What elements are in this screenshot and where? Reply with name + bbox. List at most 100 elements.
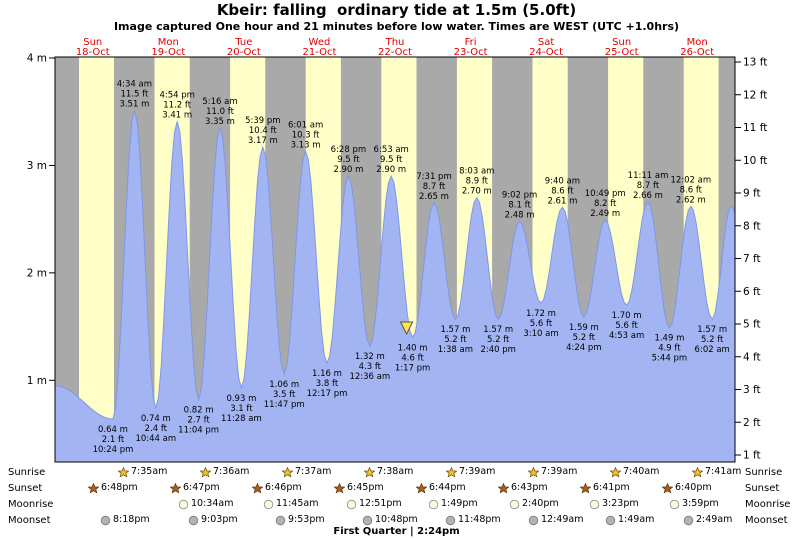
- moonset-entry: 12:49am: [528, 514, 583, 526]
- high-tide-annotation: 11.2 ft: [163, 100, 191, 110]
- sunrise-time: 7:36am: [213, 466, 250, 477]
- moonrise-time: 10:34am: [191, 498, 234, 509]
- sunrise-time: 7:37am: [295, 466, 332, 477]
- y-axis-label-meters: 2 m: [27, 267, 47, 279]
- moon-phase-text: First Quarter | 2:24pm: [333, 526, 460, 537]
- tide-curve-line: [54, 110, 736, 420]
- moonset-circle-icon: [605, 515, 616, 525]
- high-tide-annotation: 10.3 ft: [292, 130, 320, 140]
- high-tide-annotation: 3.41 m: [162, 110, 192, 120]
- low-tide-annotation: 4.3 ft: [359, 362, 382, 372]
- high-tide-annotation: 2.65 m: [419, 192, 449, 202]
- sunset-time: 6:48pm: [101, 482, 138, 493]
- low-tide-annotation: 3.8 ft: [316, 379, 339, 389]
- low-tide-annotation: 4:24 pm: [566, 343, 601, 353]
- low-tide-annotation: 11:04 pm: [178, 426, 219, 436]
- y-axis-label-feet: 5 ft: [743, 319, 761, 331]
- high-tide-annotation: 6:01 am: [288, 120, 323, 130]
- moonset-entry: 1:49am: [605, 514, 654, 526]
- sunset-entry: 6:41pm: [580, 482, 630, 494]
- day-label-name: Sun: [83, 37, 102, 48]
- low-tide-annotation: 11:47 pm: [264, 400, 305, 410]
- moonrise-circle-icon: [669, 499, 680, 509]
- day-label-name: Fri: [465, 37, 477, 48]
- high-tide-annotation: 8.9 ft: [466, 177, 489, 187]
- sunset-time: 6:47pm: [183, 482, 220, 493]
- high-tide-annotation: 10.4 ft: [249, 126, 277, 136]
- day-label-name: Tue: [234, 37, 252, 48]
- sunrise-time: 7:35am: [131, 466, 168, 477]
- sunset-star-icon: [498, 482, 509, 494]
- high-tide-annotation: 6:53 am: [374, 145, 409, 155]
- low-tide-annotation: 5.2 ft: [444, 335, 467, 345]
- high-tide-annotation: 9.5 ft: [380, 155, 403, 165]
- sunrise-entry: 7:38am: [364, 466, 413, 478]
- tide-area: [55, 110, 735, 462]
- moonrise-time: 12:51pm: [359, 498, 402, 509]
- day-label-date: 22-Oct: [378, 47, 412, 58]
- moonset-circle-icon: [188, 515, 199, 525]
- high-tide-annotation: 8.7 ft: [637, 181, 660, 191]
- high-tide-annotation: 11:11 am: [628, 171, 669, 181]
- low-tide-annotation: 1.59 m: [569, 323, 599, 333]
- plot-border: [54, 56, 736, 463]
- low-tide-annotation: 0.74 m: [141, 414, 171, 424]
- sunrise-time: 7:38am: [377, 466, 414, 477]
- high-tide-annotation: 10:49 pm: [585, 189, 626, 199]
- sunset-entry: 6:44pm: [416, 482, 466, 494]
- y-axis-label-meters: 4 m: [27, 53, 47, 65]
- sunrise-time: 7:39am: [459, 466, 496, 477]
- high-tide-annotation: 2.62 m: [676, 195, 706, 205]
- page-title: Kbeir: falling ordinary tide at 1.5m (5.…: [216, 1, 577, 19]
- moonset-entry: 10:48pm: [362, 514, 418, 526]
- sunrise-entry: 7:36am: [200, 466, 249, 478]
- low-tide-annotation: 4.6 ft: [401, 353, 424, 363]
- moonrise-circle-icon: [178, 499, 189, 509]
- day-label-name: Mon: [158, 37, 179, 48]
- page-subtitle: Image captured One hour and 21 minutes b…: [113, 20, 680, 33]
- moonrise-entry: 12:51pm: [346, 498, 402, 510]
- moonset-circle-icon: [362, 515, 373, 525]
- high-tide-annotation: 6:28 pm: [331, 145, 366, 155]
- high-tide-annotation: 8.6 ft: [551, 186, 574, 196]
- y-axis-label-feet: 13 ft: [743, 57, 767, 69]
- low-tide-annotation: 2.4 ft: [145, 424, 168, 434]
- high-tide-annotation: 3.51 m: [119, 100, 149, 110]
- low-tide-annotation: 4.9 ft: [658, 344, 681, 354]
- high-tide-annotation: 3.35 m: [205, 117, 235, 127]
- sunrise-star-icon: [610, 466, 621, 478]
- y-axis-label-feet: 3 ft: [743, 384, 761, 396]
- day-label-date: 24-Oct: [529, 47, 563, 58]
- astro-row-label-left-moonrise: Moonrise: [8, 499, 54, 510]
- moonrise-entry: 10:34am: [178, 498, 233, 510]
- moonset-time: 9:53pm: [288, 514, 325, 525]
- high-tide-annotation: 9:02 pm: [502, 190, 537, 200]
- day-label-date: 21-Oct: [302, 47, 336, 58]
- low-tide-annotation: 1.06 m: [269, 380, 299, 390]
- moonset-time: 10:48pm: [375, 514, 418, 525]
- moonset-time: 9:03pm: [201, 514, 238, 525]
- y-axis-label-feet: 7 ft: [743, 253, 761, 265]
- moonrise-time: 1:49pm: [441, 498, 478, 509]
- moonrise-entry: 3:23pm: [589, 498, 639, 510]
- moonrise-time: 3:59pm: [682, 498, 719, 509]
- sunset-star-icon: [662, 482, 673, 494]
- low-tide-annotation: 5.2 ft: [573, 333, 596, 343]
- sunset-entry: 6:47pm: [170, 482, 220, 494]
- high-tide-annotation: 4:34 am: [117, 80, 152, 90]
- sunrise-time: 7:39am: [541, 466, 578, 477]
- moonset-entry: 9:53pm: [275, 514, 325, 526]
- low-tide-annotation: 2:40 pm: [480, 345, 515, 355]
- sunset-time: 6:40pm: [675, 482, 712, 493]
- astro-row-label-right-moonrise: Moonrise: [745, 499, 791, 510]
- high-tide-annotation: 7:31 pm: [416, 172, 451, 182]
- moonrise-time: 3:23pm: [602, 498, 639, 509]
- moonset-time: 1:49am: [618, 514, 655, 525]
- low-tide-annotation: 1.72 m: [526, 309, 556, 319]
- high-tide-annotation: 4:54 pm: [159, 90, 194, 100]
- low-tide-annotation: 5:44 pm: [652, 354, 687, 364]
- sunset-star-icon: [88, 482, 99, 494]
- high-tide-annotation: 9:40 am: [545, 176, 580, 186]
- day-label-date: 23-Oct: [454, 47, 488, 58]
